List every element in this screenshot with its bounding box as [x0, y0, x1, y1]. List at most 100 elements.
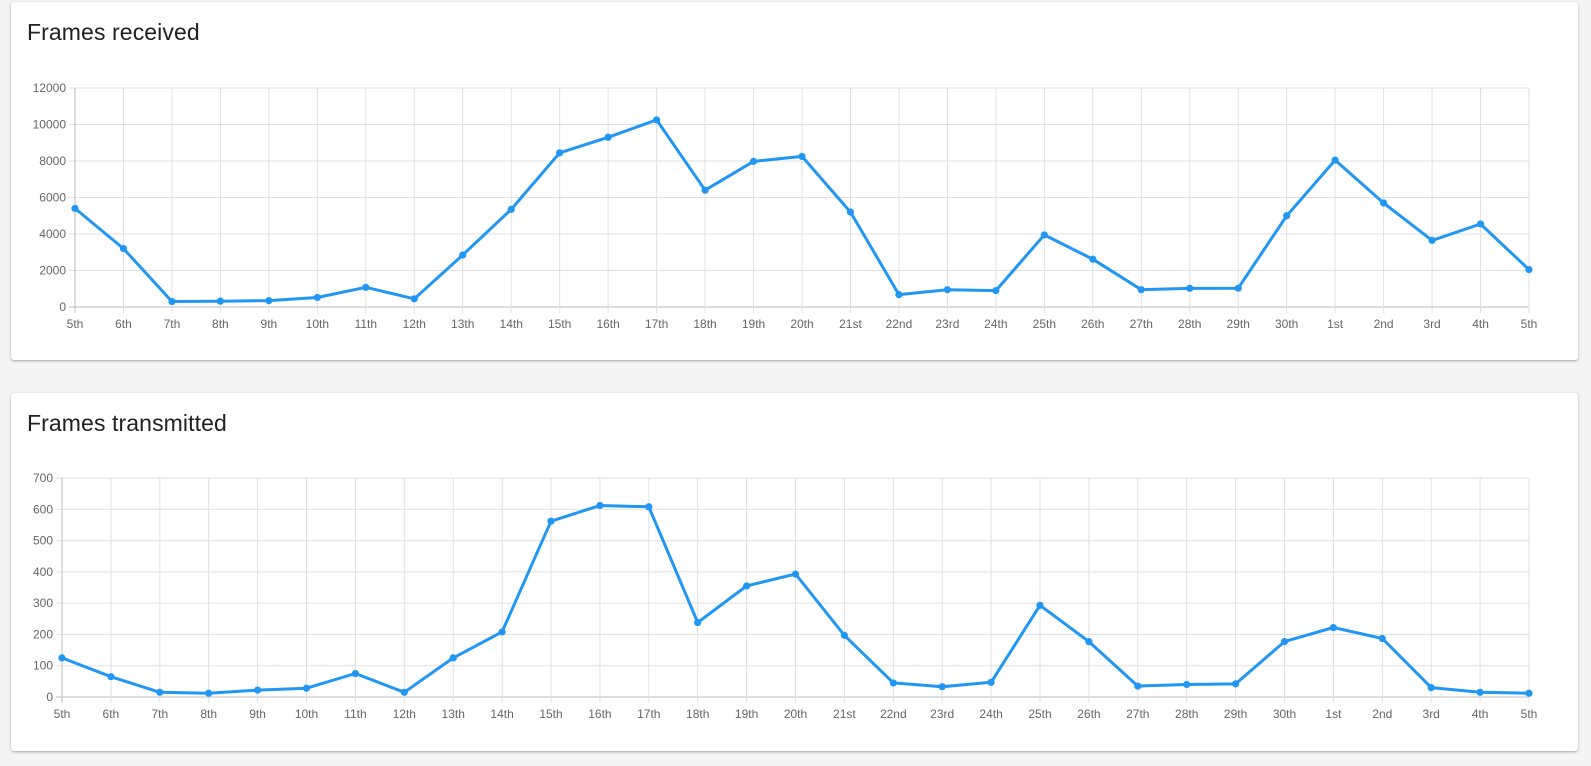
- x-tick-label: 16th: [596, 317, 619, 331]
- data-point: [119, 245, 128, 253]
- y-tick-label: 200: [33, 627, 53, 641]
- data-point: [895, 290, 903, 299]
- data-point: [1280, 638, 1289, 646]
- data-point: [556, 149, 564, 157]
- x-tick-label: 15th: [548, 317, 571, 331]
- x-tick-label: 10th: [306, 317, 329, 331]
- y-tick-label: 0: [46, 690, 53, 704]
- x-tick-label: 5th: [1521, 317, 1538, 331]
- data-point: [798, 152, 806, 161]
- x-tick-label: 16th: [588, 707, 611, 721]
- x-tick-label: 29th: [1227, 317, 1250, 331]
- data-point: [400, 688, 408, 696]
- x-tick-label: 22nd: [886, 317, 913, 331]
- grid: [56, 477, 1530, 703]
- y-tick-label: 10000: [33, 118, 67, 132]
- data-point: [938, 683, 946, 691]
- x-tick-label: 19th: [742, 317, 765, 331]
- data-point: [889, 679, 897, 687]
- data-point: [449, 654, 457, 662]
- x-tick-label: 4th: [1472, 317, 1489, 331]
- x-tick-label: 3rd: [1423, 707, 1440, 721]
- y-tick-label: 700: [33, 471, 53, 485]
- x-tick-label: 27th: [1126, 707, 1149, 721]
- data-point: [943, 286, 952, 294]
- data-point: [410, 295, 418, 303]
- y-tick-label: 300: [33, 596, 53, 610]
- data-point: [1137, 286, 1145, 294]
- x-tick-label: 17th: [637, 707, 660, 721]
- data-point: [653, 116, 661, 124]
- data-point: [701, 186, 709, 194]
- data-point: [362, 283, 370, 291]
- x-tick-label: 3rd: [1423, 317, 1440, 331]
- data-point: [1040, 231, 1048, 239]
- data-point: [1476, 688, 1484, 696]
- x-tick-label: 28th: [1175, 707, 1198, 721]
- data-point: [987, 678, 995, 686]
- x-tick-label: 27th: [1130, 317, 1153, 331]
- data-point: [459, 251, 467, 259]
- x-tick-label: 8th: [212, 317, 229, 331]
- x-tick-label: 26th: [1081, 317, 1104, 331]
- grid: [69, 87, 1530, 313]
- x-tick-label: 12th: [403, 317, 426, 331]
- x-tick-label: 11th: [344, 707, 366, 721]
- data-point: [1134, 682, 1142, 690]
- data-point: [1283, 212, 1291, 220]
- x-tick-label: 1st: [1327, 317, 1344, 331]
- x-tick-label: 11th: [355, 317, 377, 331]
- frames-transmitted-chart: 0 100 200 300 400 500 600 700 5th 6th 7th 8th 9th 10t…: [33, 471, 1537, 721]
- x-tick-label: 18th: [686, 707, 709, 721]
- y-tick-label: 12000: [33, 81, 67, 95]
- data-point: [254, 686, 262, 694]
- x-tick-label: 7th: [164, 317, 181, 331]
- chart-title: Frames transmitted: [27, 410, 227, 436]
- data-point: [216, 297, 224, 305]
- data-point: [1427, 684, 1435, 692]
- x-tick-label: 6th: [115, 317, 132, 331]
- x-tick-label: 13th: [451, 317, 474, 331]
- data-point: [1183, 680, 1191, 689]
- x-tick-label: 14th: [500, 317, 523, 331]
- data-point: [1329, 623, 1337, 632]
- data-point: [840, 631, 849, 639]
- y-tick-label: 8000: [39, 154, 66, 168]
- y-tick-label: 2000: [39, 264, 66, 278]
- data-point: [1428, 236, 1436, 244]
- data-point: [604, 133, 612, 141]
- x-tick-label: 7th: [151, 707, 168, 721]
- x-tick-label: 15th: [539, 707, 562, 721]
- data-point: [156, 688, 164, 696]
- data-point: [498, 628, 506, 636]
- frames-received-chart: 0 2000 4000 6000 8000 10000 12000 5th 6th 7th 8th 9…: [33, 81, 1538, 331]
- data-point: [1036, 601, 1044, 609]
- x-tick-label: 1st: [1325, 707, 1342, 721]
- data-point: [1476, 220, 1485, 228]
- data-point: [1234, 284, 1242, 292]
- y-tick-label: 6000: [39, 191, 66, 205]
- data-point: [1331, 156, 1339, 164]
- x-tick-label: 21st: [833, 707, 856, 721]
- x-tick-label: 23rd: [935, 317, 959, 331]
- chart-title: Frames received: [27, 19, 200, 45]
- data-point: [547, 517, 555, 525]
- data-point: [1380, 199, 1388, 207]
- x-tick-label: 9th: [261, 317, 278, 331]
- x-tick-label: 22nd: [880, 707, 907, 721]
- data-point: [313, 293, 321, 302]
- y-tick-label: 100: [33, 659, 53, 673]
- x-tick-label: 8th: [200, 707, 217, 721]
- data-point: [743, 582, 751, 590]
- x-tick-label: 10th: [295, 707, 318, 721]
- x-tick-label: 29th: [1224, 707, 1247, 721]
- x-tick-label: 20th: [784, 707, 807, 721]
- x-tick-label: 23rd: [930, 707, 954, 721]
- x-tick-label: 28th: [1178, 317, 1201, 331]
- data-point: [749, 157, 758, 165]
- data-point: [992, 286, 1000, 295]
- data-point: [351, 669, 359, 678]
- data-point: [694, 618, 702, 627]
- data-point: [1525, 689, 1533, 697]
- data-point: [1089, 255, 1097, 263]
